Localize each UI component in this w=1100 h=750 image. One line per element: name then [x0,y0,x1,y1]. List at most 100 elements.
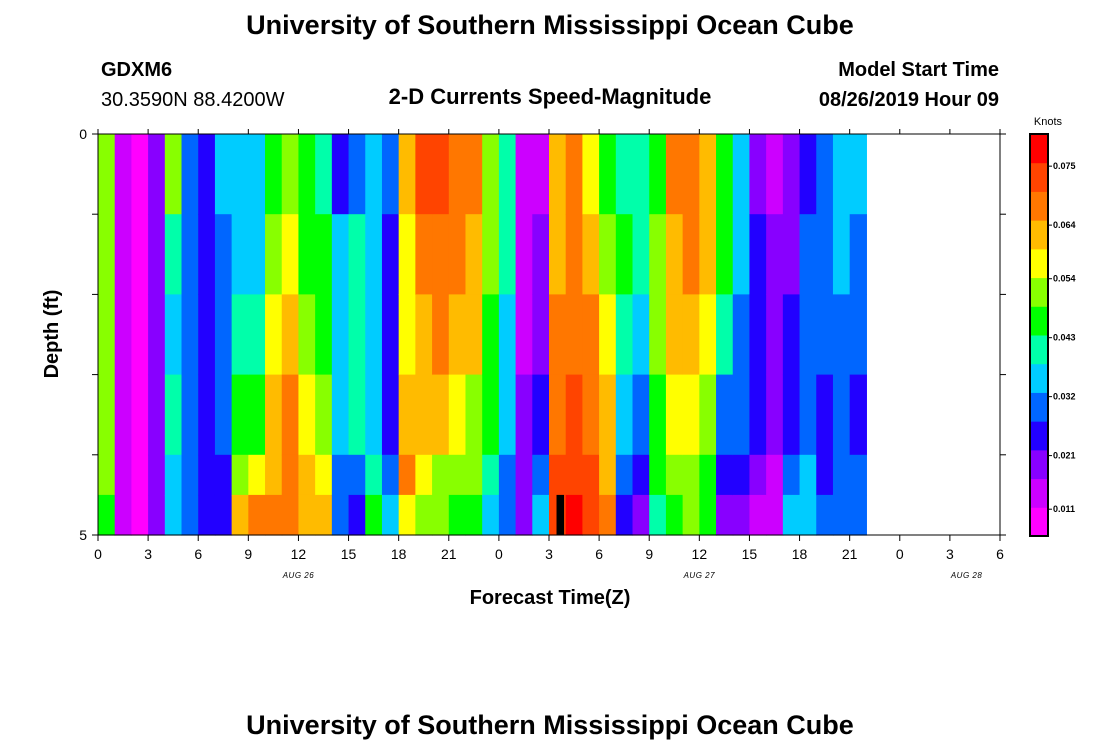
heatmap-cell [281,294,300,376]
heatmap-cell [732,374,751,456]
heatmap-cell [148,374,166,456]
y-axis-label: Depth (ft) [41,290,63,379]
heatmap-cell [565,454,583,496]
heatmap-cell [732,454,751,496]
heatmap-cell [148,294,166,376]
heatmap-cell [732,214,751,295]
x-tick-label: 0 [94,546,102,562]
heatmap-cell [716,494,734,536]
heatmap-cell [799,494,817,536]
plot-subtitle: 2-D Currents Speed-Magnitude [389,84,712,109]
heatmap-cell [231,214,249,295]
colorbar-segment [1030,191,1048,221]
colorbar-frame [1029,133,1049,537]
heatmap-cell [699,214,717,295]
heatmap-cell [498,454,517,496]
heatmap-cell [331,494,350,536]
heatmap-cell [465,134,483,215]
heatmap-cell [231,294,249,376]
y-tick-label: 5 [79,527,87,543]
x-tick-label: 18 [391,546,407,562]
heatmap-cell [265,134,283,215]
heatmap-cell [682,294,700,376]
heatmap-cell [632,214,650,295]
heatmap-cell [381,214,400,295]
heatmap-cell [381,134,400,215]
heatmap-cell [565,134,583,215]
heatmap-cell [766,214,784,295]
main-title: University of Southern Mississippi Ocean… [246,10,854,40]
heatmap-cell [782,374,801,456]
heatmap-cell [131,374,149,456]
heatmap-cell [782,294,801,376]
model-start-value: 08/26/2019 Hour 09 [819,89,999,111]
heatmap-cell [849,214,867,295]
heatmap-cell [415,374,433,456]
colorbar-segment [1030,162,1048,192]
heatmap-cell [365,214,383,295]
heatmap-cell [198,294,216,376]
heatmap-cell [298,294,316,376]
heatmap-cell [498,134,517,215]
heatmap-cell [398,214,416,295]
x-tick-label: 6 [194,546,202,562]
colorbar-tick-label: 0.054 [1053,274,1076,284]
heatmap-cell [331,454,350,496]
heatmap-cell [599,214,617,295]
heatmap-cell [164,494,183,536]
heatmap-cell [381,454,400,496]
model-start-label: Model Start Time [838,59,999,81]
colorbar-tick-label: 0.032 [1053,392,1076,402]
heatmap-cell [231,454,249,496]
heatmap-cell [599,494,617,536]
heatmap-cell [599,134,617,215]
heatmap-cell [164,374,183,456]
heatmap-cell [532,214,550,295]
heatmap-cell [432,294,450,376]
colorbar-segment [1030,478,1048,508]
colorbar-segment [1030,306,1048,336]
heatmap-cell [599,454,617,496]
heatmap-cell [298,454,316,496]
colorbar-segment [1030,392,1048,422]
heatmap-cell [164,214,183,295]
colorbar-segment [1030,335,1048,365]
heatmap-cell [348,454,366,496]
x-axis-label: Forecast Time(Z) [470,587,631,609]
heatmap-cell [465,294,483,376]
heatmap-cell [849,374,867,456]
heatmap-cell [615,494,634,536]
heatmap-cell [415,214,433,295]
heatmap-cell [582,374,600,456]
colorbar: 0.011 0.021 0.032 0.043 0.054 0.064 0.075 [1029,133,1076,537]
x-tick-label: 18 [792,546,808,562]
heatmap-cell [448,374,467,456]
heatmap-cell [465,374,483,456]
heatmap-cell [498,294,517,376]
heatmap-cell [699,294,717,376]
heatmap-cell [782,214,801,295]
x-tick-label: 3 [946,546,954,562]
x-tick-label: 21 [842,546,858,562]
heatmap-cell [716,374,734,456]
heatmap-cell [582,494,600,536]
colorbar-segment [1030,363,1048,393]
heatmap-cell [432,454,450,496]
heatmap-cell [348,294,366,376]
colorbar-segment [1030,507,1048,537]
heatmap-cell [649,214,667,295]
heatmap-cell [532,374,550,456]
heatmap-cell [816,454,834,496]
heatmap-cell [832,214,851,295]
heatmap-cell [98,454,116,496]
heatmap-cell [265,294,283,376]
x-tick-label: 3 [545,546,553,562]
heatmap-cell [766,494,784,536]
heatmap-cell [532,494,550,536]
heatmap-cell [482,134,500,215]
heatmap-cell [515,454,533,496]
x-tick-label: 6 [595,546,603,562]
colorbar-tick-label: 0.011 [1053,504,1075,514]
heatmap-cell [281,134,300,215]
